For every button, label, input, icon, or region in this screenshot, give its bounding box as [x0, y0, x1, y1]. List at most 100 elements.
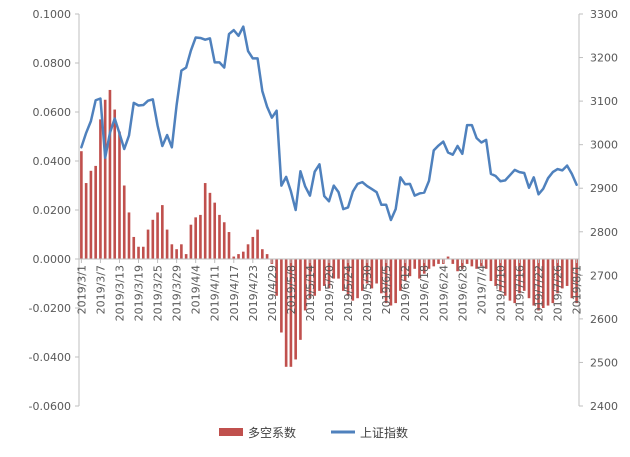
x-tick-label: 2019/4/11	[209, 265, 222, 321]
bar	[365, 259, 369, 284]
bar	[170, 244, 174, 259]
bar	[156, 212, 159, 259]
bar	[332, 259, 336, 279]
right-tick-label: 2500	[590, 356, 618, 369]
x-tick-label: 2019/7/10	[494, 265, 507, 321]
x-tick-label: 2019/4/29	[266, 265, 279, 321]
bar	[537, 259, 540, 311]
left-tick-label: 0.0400	[33, 155, 72, 168]
left-tick-label: -0.0600	[29, 400, 71, 413]
x-tick-label: 2019/6/24	[437, 265, 450, 321]
x-tick-label: 2019/7/4	[475, 265, 488, 314]
axes	[75, 13, 583, 407]
x-tick-label: 2019/3/25	[152, 265, 165, 321]
bar	[199, 214, 202, 259]
bar	[570, 259, 574, 299]
x-tick-label: 2019/5/14	[304, 265, 317, 321]
bar	[408, 259, 412, 277]
x-tick-label: 2019/6/5	[380, 265, 393, 314]
bar	[251, 236, 255, 259]
bar	[470, 259, 474, 267]
left-tick-label: -0.0400	[29, 351, 71, 364]
bar	[113, 109, 117, 259]
bar	[475, 259, 478, 269]
bar	[308, 259, 312, 299]
bar	[284, 259, 288, 367]
bar	[361, 259, 364, 291]
bar	[232, 256, 236, 259]
bar	[380, 259, 383, 294]
right-tick-label: 2600	[590, 313, 618, 326]
bar	[565, 259, 569, 286]
bar	[132, 236, 136, 259]
index-line	[80, 25, 578, 222]
bar	[346, 259, 350, 296]
bar	[294, 259, 297, 360]
bar	[427, 259, 431, 269]
bar	[446, 256, 450, 259]
x-tick-label: 2019/5/8	[285, 265, 298, 314]
bar	[80, 151, 83, 259]
bar	[261, 249, 264, 259]
bar	[275, 259, 278, 296]
x-tick-label: 2019/4/17	[228, 265, 241, 321]
bar	[503, 259, 507, 296]
bar	[551, 259, 555, 304]
right-tick-label: 3300	[590, 8, 618, 21]
bar	[403, 259, 407, 282]
right-axis-tick-labels: 2400 2500 2600 2700 2800 2900 3000 3100 3200 3300	[590, 8, 618, 413]
bar	[561, 259, 564, 289]
bar	[432, 259, 436, 267]
bar	[175, 249, 178, 259]
bar	[256, 229, 259, 259]
bar	[299, 259, 302, 340]
bar	[389, 259, 393, 306]
bar	[484, 259, 488, 269]
bar	[337, 259, 340, 279]
bar	[541, 259, 545, 308]
legend-label-line: 上证指数	[360, 425, 408, 440]
left-tick-label: 0.0600	[33, 106, 72, 119]
x-tick-label: 2019/3/19	[133, 265, 146, 321]
bar	[356, 259, 359, 299]
bar	[370, 259, 374, 289]
x-tick-label: 2019/3/29	[171, 265, 184, 321]
bar	[508, 259, 512, 301]
bar	[322, 259, 326, 286]
bar	[465, 259, 469, 264]
right-tick-label: 3000	[590, 139, 618, 152]
right-tick-label: 3200	[590, 52, 618, 65]
bar	[280, 259, 283, 333]
bar	[461, 259, 464, 269]
bar	[118, 131, 121, 259]
x-tick-label: 2019/3/13	[114, 265, 127, 321]
bar	[241, 251, 245, 259]
x-tick-label: 2019/5/24	[342, 265, 355, 321]
right-tick-label: 2700	[590, 269, 618, 282]
bar	[184, 254, 188, 259]
legend: 多空系数 上证指数	[219, 425, 408, 440]
bar	[99, 119, 102, 259]
bar	[513, 259, 517, 304]
legend-swatch-bar	[219, 428, 243, 436]
left-tick-label: 0.0000	[33, 253, 72, 266]
bar	[489, 259, 493, 282]
x-tick-label: 2019/3/7	[94, 265, 107, 314]
bar	[413, 259, 417, 269]
bar	[546, 259, 550, 306]
bar	[94, 165, 97, 259]
bar	[161, 205, 164, 259]
bar	[122, 185, 126, 259]
bar	[527, 259, 531, 299]
bar	[165, 229, 169, 259]
bar	[103, 99, 107, 259]
bar	[399, 259, 402, 291]
bar	[437, 259, 440, 264]
x-tick-label: 2019/7/22	[533, 265, 546, 321]
x-tick-label: 2019/7/26	[552, 265, 565, 321]
left-tick-label: -0.0200	[29, 302, 71, 315]
bar	[194, 217, 197, 259]
x-tick-label: 2019/6/28	[456, 265, 469, 321]
bar	[137, 246, 140, 259]
